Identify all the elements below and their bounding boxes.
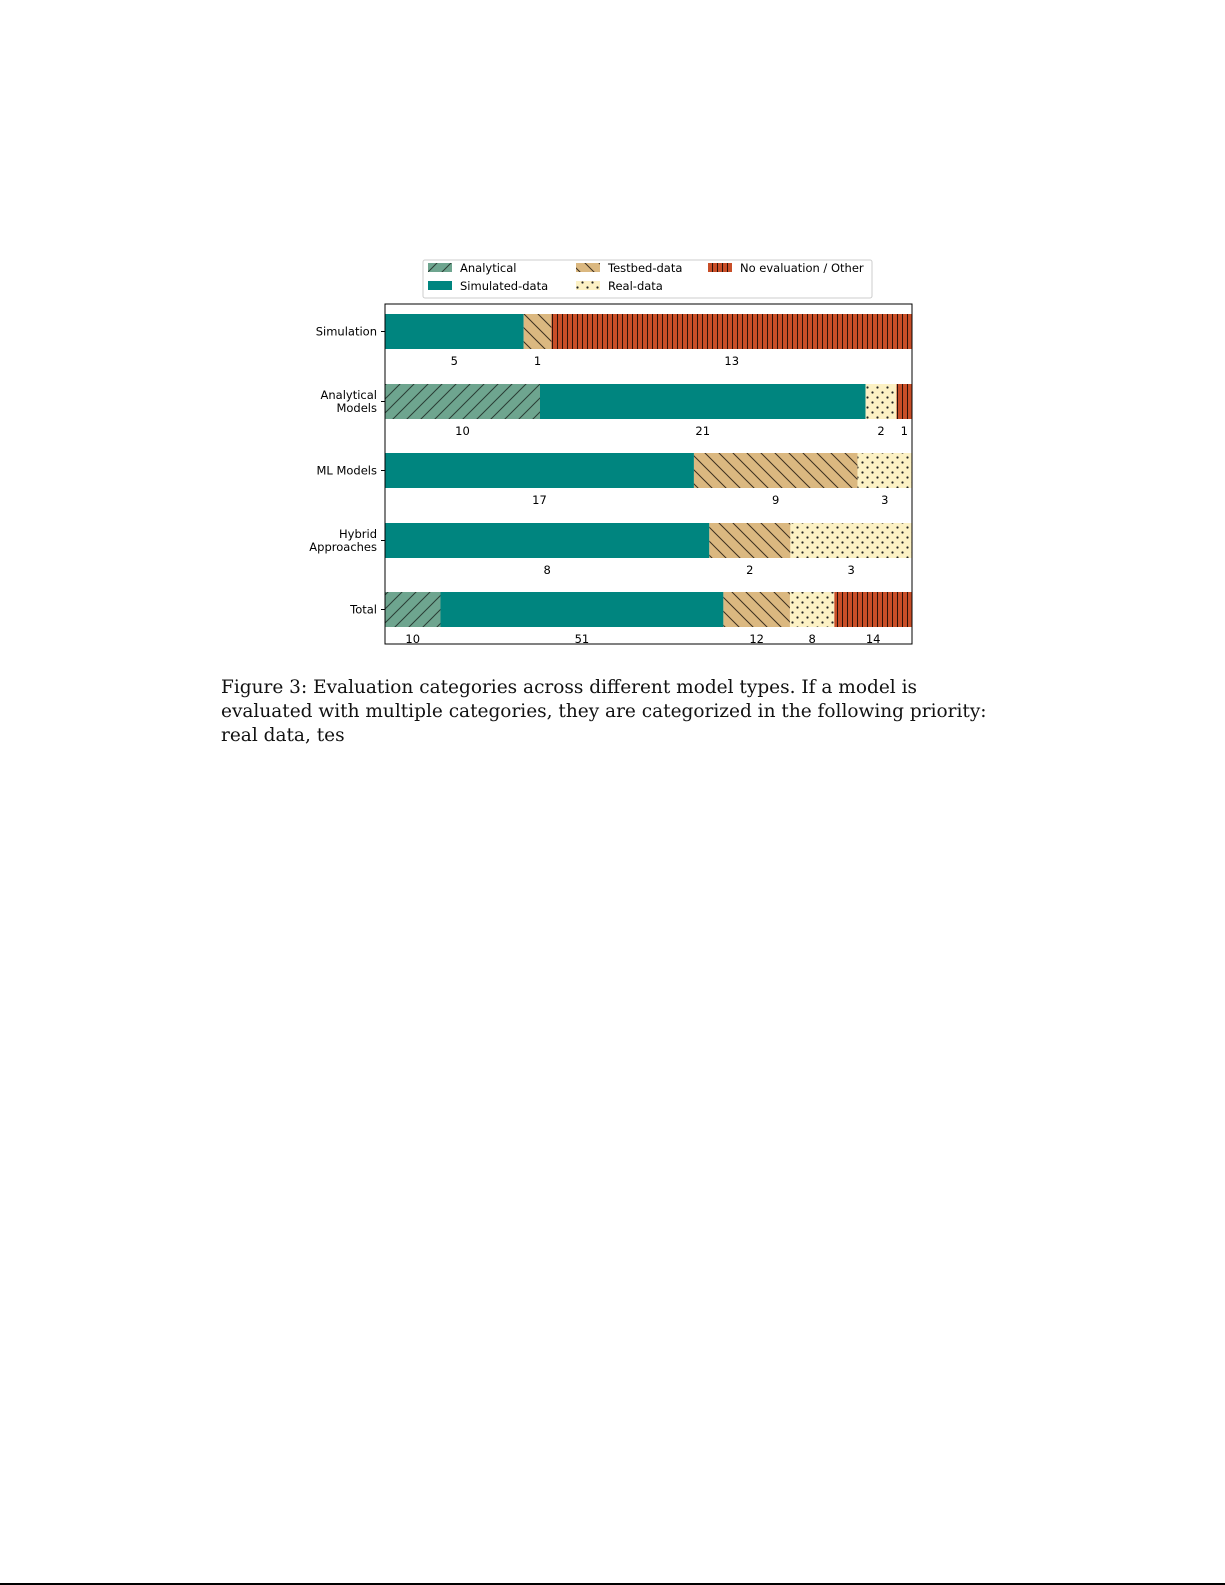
bar-analytical-models-no-evaluation-other: [896, 384, 912, 419]
data-label-analytical-models-simulated-data: 21: [695, 424, 710, 438]
legend-swatch-simulated-data: [428, 281, 452, 290]
bar-total-real-data: [789, 592, 835, 627]
bar-hybrid-approaches-real-data: [790, 523, 912, 558]
data-label-ml-models-real-data: 3: [881, 493, 888, 507]
bar-total-no-evaluation-other: [834, 592, 912, 627]
legend-label-analytical: Analytical: [460, 261, 516, 275]
legend-label-simulated-data: Simulated-data: [460, 279, 548, 293]
bar-ml-models-real-data: [857, 453, 912, 488]
data-label-total-real-data: 8: [808, 632, 815, 646]
data-label-total-testbed-data: 12: [749, 632, 764, 646]
data-label-simulation-simulated-data: 5: [451, 354, 458, 368]
data-label-hybrid-approaches-real-data: 3: [848, 563, 855, 577]
data-label-simulation-testbed-data: 1: [534, 354, 541, 368]
data-label-analytical-models-real-data: 2: [877, 424, 884, 438]
data-label-total-no-evaluation-other: 14: [866, 632, 881, 646]
bar-ml-models-simulated-data: [385, 453, 694, 488]
legend-swatch-no-evaluation-other: [708, 263, 732, 272]
figure-caption: Figure 3: Evaluation categories across d…: [221, 676, 1011, 748]
bar-simulation-no-evaluation-other: [551, 314, 912, 349]
data-label-analytical-models-analytical: 10: [455, 424, 470, 438]
bar-total-analytical: [385, 592, 441, 627]
plot-frame: [384, 303, 913, 645]
data-label-analytical-models-no-evaluation-other: 1: [901, 424, 908, 438]
bar-segments: [385, 314, 912, 627]
y-tick-label-simulation: Simulation: [316, 325, 377, 339]
data-label-hybrid-approaches-simulated-data: 8: [543, 563, 550, 577]
y-tick-label-total: Total: [349, 603, 377, 617]
data-label-hybrid-approaches-testbed-data: 2: [746, 563, 753, 577]
bar-simulation-testbed-data: [523, 314, 552, 349]
bar-analytical-models-simulated-data: [540, 384, 866, 419]
figure-caption-label: Figure 3:: [221, 677, 308, 698]
legend-label-real-data: Real-data: [608, 279, 663, 293]
y-tick-label-ml-models: ML Models: [316, 464, 377, 478]
legend-label-no-evaluation-other: No evaluation / Other: [740, 261, 864, 275]
data-label-total-simulated-data: 51: [575, 632, 590, 646]
chart-legend: Analytical Testbed-data No evaluation / Ot…: [422, 259, 873, 299]
data-label-ml-models-testbed-data: 9: [772, 493, 779, 507]
bar-analytical-models-real-data: [865, 384, 897, 419]
page-bottom-rule: [0, 1583, 1225, 1585]
legend-swatch-real-data: [576, 281, 600, 290]
data-label-simulation-no-evaluation-other: 13: [724, 354, 739, 368]
bar-analytical-models-analytical: [385, 384, 540, 419]
legend-swatch-analytical: [428, 263, 452, 272]
bar-ml-models-testbed-data: [693, 453, 858, 488]
legend-frame: [422, 259, 873, 299]
legend-label-testbed-data: Testbed-data: [607, 261, 682, 275]
bar-total-simulated-data: [440, 592, 724, 627]
y-tick-label-hybrid-approaches: Hybrid Approaches: [309, 527, 377, 554]
data-label-total-analytical: 10: [405, 632, 420, 646]
y-tick-label-analytical-models: Analytical Models: [321, 388, 377, 415]
data-label-ml-models-simulated-data: 17: [532, 493, 547, 507]
bar-total-testbed-data: [723, 592, 790, 627]
bar-hybrid-approaches-testbed-data: [709, 523, 791, 558]
bar-hybrid-approaches-simulated-data: [385, 523, 710, 558]
y-tick-labels: Simulation Analytical Models ML Models Hybri…: [309, 325, 385, 617]
figure-caption-text: Evaluation categories across different m…: [221, 677, 987, 746]
bar-simulation-simulated-data: [385, 314, 524, 349]
legend-swatch-testbed-data: [576, 263, 600, 272]
